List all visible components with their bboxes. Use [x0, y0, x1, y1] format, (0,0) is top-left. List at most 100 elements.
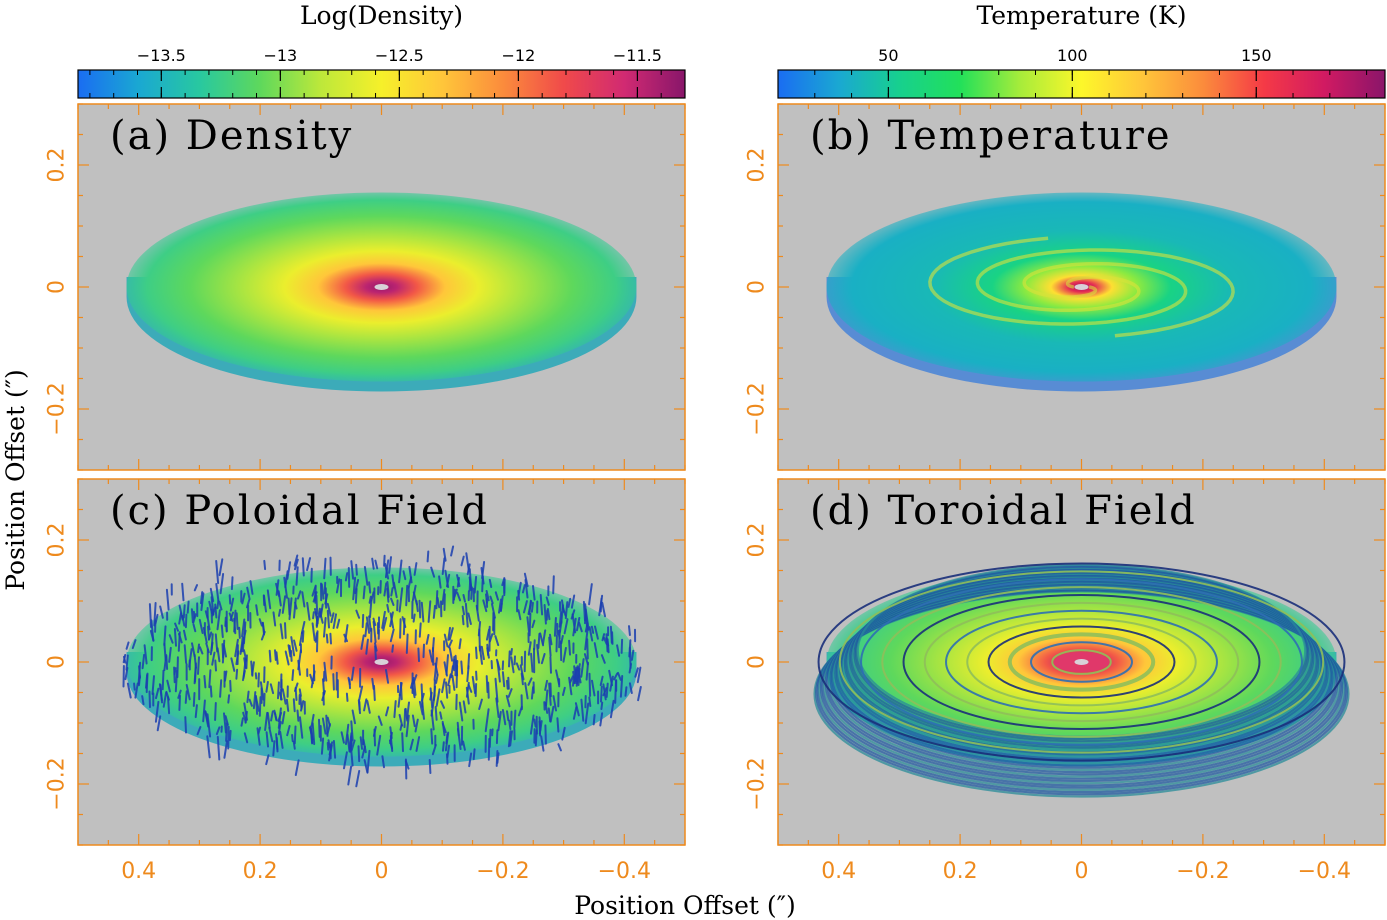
- field-vector: [485, 593, 489, 604]
- field-vector: [300, 621, 306, 635]
- field-vector: [240, 717, 244, 727]
- disk-image: [122, 545, 642, 788]
- field-vector: [206, 615, 211, 631]
- field-vector: [178, 694, 181, 711]
- field-vector: [257, 726, 262, 735]
- field-vector: [365, 638, 369, 655]
- field-ring: [1051, 649, 1112, 675]
- field-vector: [402, 570, 407, 581]
- field-vector: [475, 646, 478, 660]
- field-vector: [444, 569, 450, 588]
- field-vector: [319, 611, 324, 624]
- field-vector: [588, 672, 592, 697]
- field-vector: [239, 644, 244, 655]
- field-vector: [190, 608, 194, 624]
- field-vector: [412, 613, 416, 623]
- field-vector: [249, 580, 254, 595]
- disk-image: [813, 562, 1350, 798]
- field-vector: [547, 707, 552, 723]
- field-vector: [207, 625, 210, 640]
- field-vector: [125, 654, 129, 671]
- field-vector: [196, 726, 202, 736]
- field-vector: [173, 628, 177, 647]
- field-vector: [159, 605, 164, 619]
- panel-title: (b) Temperature: [810, 113, 1172, 159]
- field-vector: [561, 599, 565, 613]
- field-vector: [235, 668, 239, 680]
- field-vector: [413, 562, 418, 576]
- disk-center: [1074, 284, 1089, 290]
- field-vector: [575, 663, 581, 685]
- colorbar-tick-label: −12.5: [375, 46, 424, 65]
- field-ring: [987, 625, 1176, 699]
- field-vector: [580, 698, 585, 722]
- field-vector: [246, 690, 250, 704]
- field-vector: [306, 557, 311, 572]
- field-vector: [350, 560, 355, 580]
- field-vector: [275, 651, 279, 665]
- field-vector: [188, 648, 193, 668]
- field-vector: [326, 741, 330, 751]
- field-vector: [193, 584, 198, 592]
- field-vector: [323, 617, 327, 638]
- field-vector: [507, 688, 513, 698]
- field-vector: [355, 563, 358, 576]
- field-vector: [269, 683, 275, 695]
- field-vector: [562, 647, 567, 663]
- field-vector: [352, 576, 357, 601]
- colorbar-tick-label: −13.5: [137, 46, 186, 65]
- field-vector: [462, 740, 466, 751]
- field-vector: [544, 724, 547, 745]
- field-vector: [343, 633, 348, 643]
- field-vector: [558, 611, 563, 628]
- field-vector: [467, 612, 472, 625]
- field-vector: [435, 674, 439, 684]
- field-vector: [430, 728, 434, 745]
- field-vector: [216, 735, 221, 761]
- field-vector: [466, 665, 470, 683]
- field-vector: [530, 652, 534, 673]
- field-vector: [532, 585, 536, 601]
- field-vector: [243, 732, 249, 744]
- field-vector: [248, 698, 253, 707]
- field-vector: [425, 634, 430, 645]
- field-vector: [228, 594, 232, 605]
- field-vector: [499, 602, 503, 612]
- field-vector: [227, 694, 231, 704]
- field-vector: [309, 725, 314, 744]
- field-vector: [439, 711, 443, 720]
- panel-ticks: [77, 103, 686, 471]
- field-vector: [435, 590, 439, 610]
- field-vector: [293, 554, 299, 567]
- field-vector: [203, 675, 207, 689]
- field-vector: [223, 712, 227, 734]
- field-vector: [377, 715, 383, 726]
- field-vector: [363, 759, 369, 774]
- field-vector: [184, 690, 188, 704]
- field-vector: [588, 696, 592, 707]
- field-vector: [125, 641, 130, 650]
- field-vector: [141, 695, 145, 706]
- field-vector: [371, 677, 375, 690]
- field-vector: [494, 635, 500, 647]
- field-vector: [321, 717, 327, 735]
- field-vector: [327, 739, 331, 749]
- field-vector: [389, 726, 393, 740]
- field-vector: [264, 711, 269, 732]
- field-vector: [495, 729, 499, 745]
- colorbar-cb_density: −13.5 −13 −12.5 −12 −11.5 Log(Density): [77, 1, 686, 99]
- field-vector: [428, 759, 432, 774]
- field-vector: [573, 668, 578, 685]
- field-vector: [390, 597, 395, 606]
- field-vector: [605, 682, 609, 698]
- field-vector: [369, 600, 373, 619]
- field-vector: [311, 722, 316, 746]
- field-vector: [332, 613, 337, 629]
- field-vector: [582, 600, 586, 622]
- field-vector: [299, 696, 303, 710]
- field-vector: [608, 669, 613, 687]
- field-vector: [580, 658, 585, 678]
- field-vector: [480, 645, 485, 661]
- colorbar-cb_temperature: 50 100 150 Temperature (K): [777, 1, 1386, 99]
- field-vector: [540, 735, 545, 752]
